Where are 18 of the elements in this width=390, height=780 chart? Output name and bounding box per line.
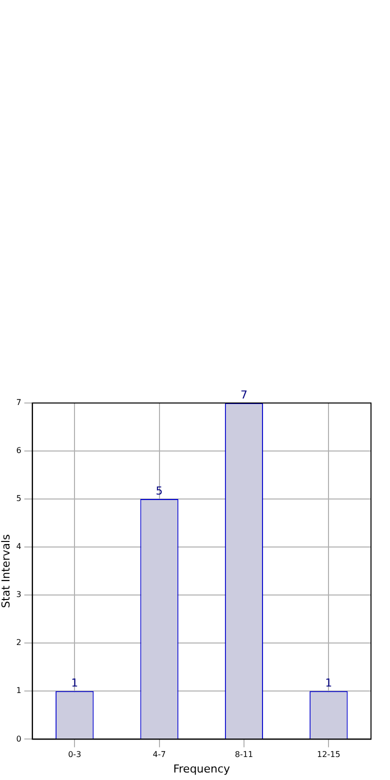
x-tick-label: 0-3 bbox=[68, 750, 82, 760]
data-label: 7 bbox=[240, 388, 248, 402]
x-axis-title: Frequency bbox=[173, 762, 231, 776]
y-axis-title: Stat Intervals bbox=[0, 534, 12, 608]
y-tick-label: 4 bbox=[16, 542, 22, 552]
data-label: 1 bbox=[71, 676, 78, 690]
y-tick-label: 7 bbox=[16, 398, 22, 408]
x-tick-label: 12-15 bbox=[317, 750, 340, 760]
data-label: 1 bbox=[325, 676, 332, 690]
y-tick-label: 6 bbox=[16, 446, 22, 456]
y-tick-label: 2 bbox=[16, 638, 22, 648]
y-tick-label: 5 bbox=[16, 494, 22, 504]
y-tick-label: 3 bbox=[16, 590, 22, 600]
x-tick-label: 4-7 bbox=[152, 750, 166, 760]
y-tick-label: 0 bbox=[16, 734, 22, 744]
data-label: 5 bbox=[156, 484, 163, 498]
x-tick-label: 8-11 bbox=[234, 750, 254, 760]
y-tick-label: 1 bbox=[16, 686, 22, 696]
